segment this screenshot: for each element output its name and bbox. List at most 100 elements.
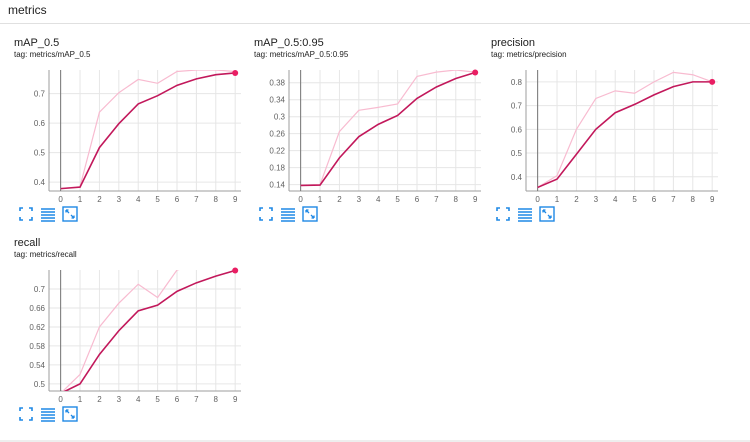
- series-line-raw: [62, 270, 236, 391]
- fit-to-data-icon[interactable]: [495, 206, 511, 222]
- series-line-raw: [60, 70, 236, 190]
- x-tick-label: 6: [652, 195, 657, 204]
- y-tick-label: 0.8: [511, 78, 523, 87]
- chart-plot-recall[interactable]: 0.5 0.54 0.58 0.62 0.66 0.7 0 1 2 3 4 5 6 7 8 9: [8, 224, 248, 406]
- x-tick-label: 3: [357, 195, 362, 204]
- expand-icon[interactable]: [62, 206, 78, 222]
- y-tick-label: 0.66: [29, 304, 45, 313]
- chart-plot-map-0-5[interactable]: 0.4 0.5 0.6 0.7 0 1 2 3 4 5 6 7 8 9: [8, 24, 248, 206]
- chart-card-recall: recall tag: metrics/recall 0.5 0.54 0.58 0.…: [8, 224, 248, 434]
- chart-tag: tag: metrics/mAP_0.5: [14, 50, 91, 59]
- series-line-smoothed: [60, 72, 236, 190]
- x-tick-label: 5: [155, 395, 160, 404]
- log-scale-icon[interactable]: [40, 406, 56, 422]
- x-tick-label: 9: [473, 195, 478, 204]
- x-tick-label: 3: [117, 195, 122, 204]
- x-tick-label: 2: [97, 195, 102, 204]
- last-point-marker: [709, 78, 716, 85]
- y-tick-label: 0.7: [511, 102, 523, 111]
- x-tick-label: 1: [555, 195, 560, 204]
- y-tick-label: 0.6: [34, 119, 46, 128]
- log-scale-icon[interactable]: [517, 206, 533, 222]
- chart-tag: tag: metrics/mAP_0.5:0.95: [254, 50, 349, 59]
- y-tick-label: 0.4: [34, 178, 46, 187]
- y-tick-label: 0.5: [34, 149, 46, 158]
- fit-to-data-icon[interactable]: [258, 206, 274, 222]
- chart-tag: tag: metrics/recall: [14, 250, 77, 259]
- expand-icon[interactable]: [539, 206, 555, 222]
- last-point-marker: [232, 69, 239, 76]
- y-tick-label: 0.38: [269, 79, 285, 88]
- x-tick-label: 6: [175, 395, 180, 404]
- series-line-raw: [537, 71, 713, 188]
- x-tick-label: 6: [415, 195, 420, 204]
- y-tick-label: 0.6: [511, 125, 523, 134]
- last-point-marker: [232, 267, 239, 274]
- x-tick-label: 2: [574, 195, 579, 204]
- expand-icon[interactable]: [302, 206, 318, 222]
- y-tick-label: 0.22: [269, 147, 285, 156]
- series-line-smoothed: [537, 81, 713, 189]
- y-tick-label: 0.26: [269, 130, 285, 139]
- x-tick-label: 4: [136, 195, 141, 204]
- chart-plot-precision[interactable]: 0.4 0.5 0.6 0.7 0.8 0 1 2 3 4 5 6 7 8 9: [485, 24, 725, 206]
- series-line-smoothed: [300, 71, 476, 187]
- x-tick-label: 9: [233, 395, 238, 404]
- chart-card-map-0-5-0-95: mAP_0.5:0.95 tag: metrics/mAP_0.5:0.95 0…: [248, 24, 488, 234]
- x-tick-label: 5: [395, 195, 400, 204]
- chart-card-precision: precision tag: metrics/precision 0.4 0.5 0…: [485, 24, 725, 234]
- y-tick-label: 0.5: [511, 149, 523, 158]
- x-tick-label: 0: [58, 195, 63, 204]
- chart-title: mAP_0.5: [14, 37, 60, 49]
- chart-title: recall: [14, 237, 41, 249]
- x-tick-label: 9: [710, 195, 715, 204]
- y-tick-label: 0.5: [34, 380, 46, 389]
- x-tick-label: 6: [175, 195, 180, 204]
- chart-tag: tag: metrics/precision: [491, 50, 567, 59]
- y-tick-label: 0.58: [29, 342, 45, 351]
- x-tick-label: 4: [613, 195, 618, 204]
- section-header[interactable]: metrics: [0, 0, 750, 24]
- y-tick-label: 0.54: [29, 361, 45, 370]
- x-tick-label: 1: [318, 195, 323, 204]
- x-tick-label: 8: [214, 195, 219, 204]
- chart-title: precision: [491, 37, 536, 49]
- y-tick-label: 0.7: [34, 285, 46, 294]
- y-tick-label: 0.18: [269, 164, 285, 173]
- last-point-marker: [472, 69, 479, 76]
- x-tick-label: 0: [58, 395, 63, 404]
- x-tick-label: 8: [454, 195, 459, 204]
- chart-card-map-0-5: mAP_0.5 tag: metrics/mAP_0.5 0.4 0.5 0.6 0.…: [8, 24, 248, 234]
- section-title: metrics: [8, 3, 47, 17]
- x-tick-label: 8: [691, 195, 696, 204]
- series-line-smoothed: [63, 270, 236, 391]
- fit-to-data-icon[interactable]: [18, 406, 34, 422]
- x-tick-label: 3: [594, 195, 599, 204]
- log-scale-icon[interactable]: [280, 206, 296, 222]
- y-tick-label: 0.34: [269, 96, 285, 105]
- x-tick-label: 5: [632, 195, 637, 204]
- y-tick-label: 0.62: [29, 323, 45, 332]
- x-tick-label: 2: [337, 195, 342, 204]
- x-tick-label: 7: [194, 395, 199, 404]
- log-scale-icon[interactable]: [40, 206, 56, 222]
- x-tick-label: 1: [78, 195, 83, 204]
- y-tick-label: 0.4: [511, 173, 523, 182]
- bottom-divider: [0, 440, 750, 442]
- x-tick-label: 3: [117, 395, 122, 404]
- fit-to-data-icon[interactable]: [18, 206, 34, 222]
- expand-icon[interactable]: [62, 406, 78, 422]
- y-tick-label: 0.14: [269, 181, 285, 190]
- x-tick-label: 7: [671, 195, 676, 204]
- x-tick-label: 7: [194, 195, 199, 204]
- chart-title: mAP_0.5:0.95: [254, 37, 324, 49]
- x-tick-label: 1: [78, 395, 83, 404]
- series-line-raw: [300, 70, 476, 187]
- y-tick-label: 0.3: [274, 113, 286, 122]
- chart-plot-map-0-5-0-95[interactable]: 0.14 0.18 0.22 0.26 0.3 0.34 0.38 0 1 2 3 4 5 6 7 8 9: [248, 24, 488, 206]
- x-tick-label: 7: [434, 195, 439, 204]
- y-tick-label: 0.7: [34, 90, 46, 99]
- x-tick-label: 0: [298, 195, 303, 204]
- x-tick-label: 4: [376, 195, 381, 204]
- x-tick-label: 4: [136, 395, 141, 404]
